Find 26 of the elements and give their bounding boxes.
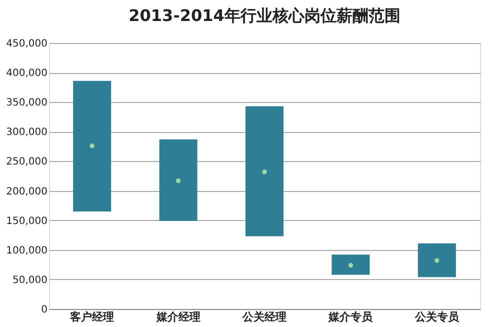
bar <box>332 254 370 275</box>
y-tick-label: 300,000 <box>6 127 48 138</box>
x-tick-label: 媒介经理 <box>155 310 200 324</box>
point <box>434 258 440 263</box>
x-tick-label: 客户经理 <box>69 310 114 324</box>
bar <box>246 106 284 236</box>
y-tick-label: 450,000 <box>6 38 48 50</box>
point <box>176 178 181 184</box>
point <box>262 170 267 174</box>
y-tick-label: 200,000 <box>6 186 48 198</box>
y-tick-label: 0 <box>41 304 48 316</box>
bar <box>159 139 198 221</box>
y-tick-label: 250,000 <box>6 156 48 168</box>
y-tick-label: 150,000 <box>6 216 48 227</box>
chart-title: 2013-2014年行业核心岗位薪酬范围 <box>128 6 400 25</box>
y-tick-label: 50,000 <box>12 274 48 286</box>
point <box>90 144 94 148</box>
x-tick-label: 公关专员 <box>414 310 460 324</box>
y-tick-label: 400,000 <box>6 68 48 80</box>
y-tick-label: 100,000 <box>6 245 48 256</box>
bar <box>418 243 456 278</box>
bar <box>73 80 112 212</box>
x-tick-label: 媒介专员 <box>328 310 374 324</box>
x-tick-label: 公关经理 <box>242 310 286 324</box>
y-tick-label: 350,000 <box>6 98 48 109</box>
point <box>348 262 354 268</box>
